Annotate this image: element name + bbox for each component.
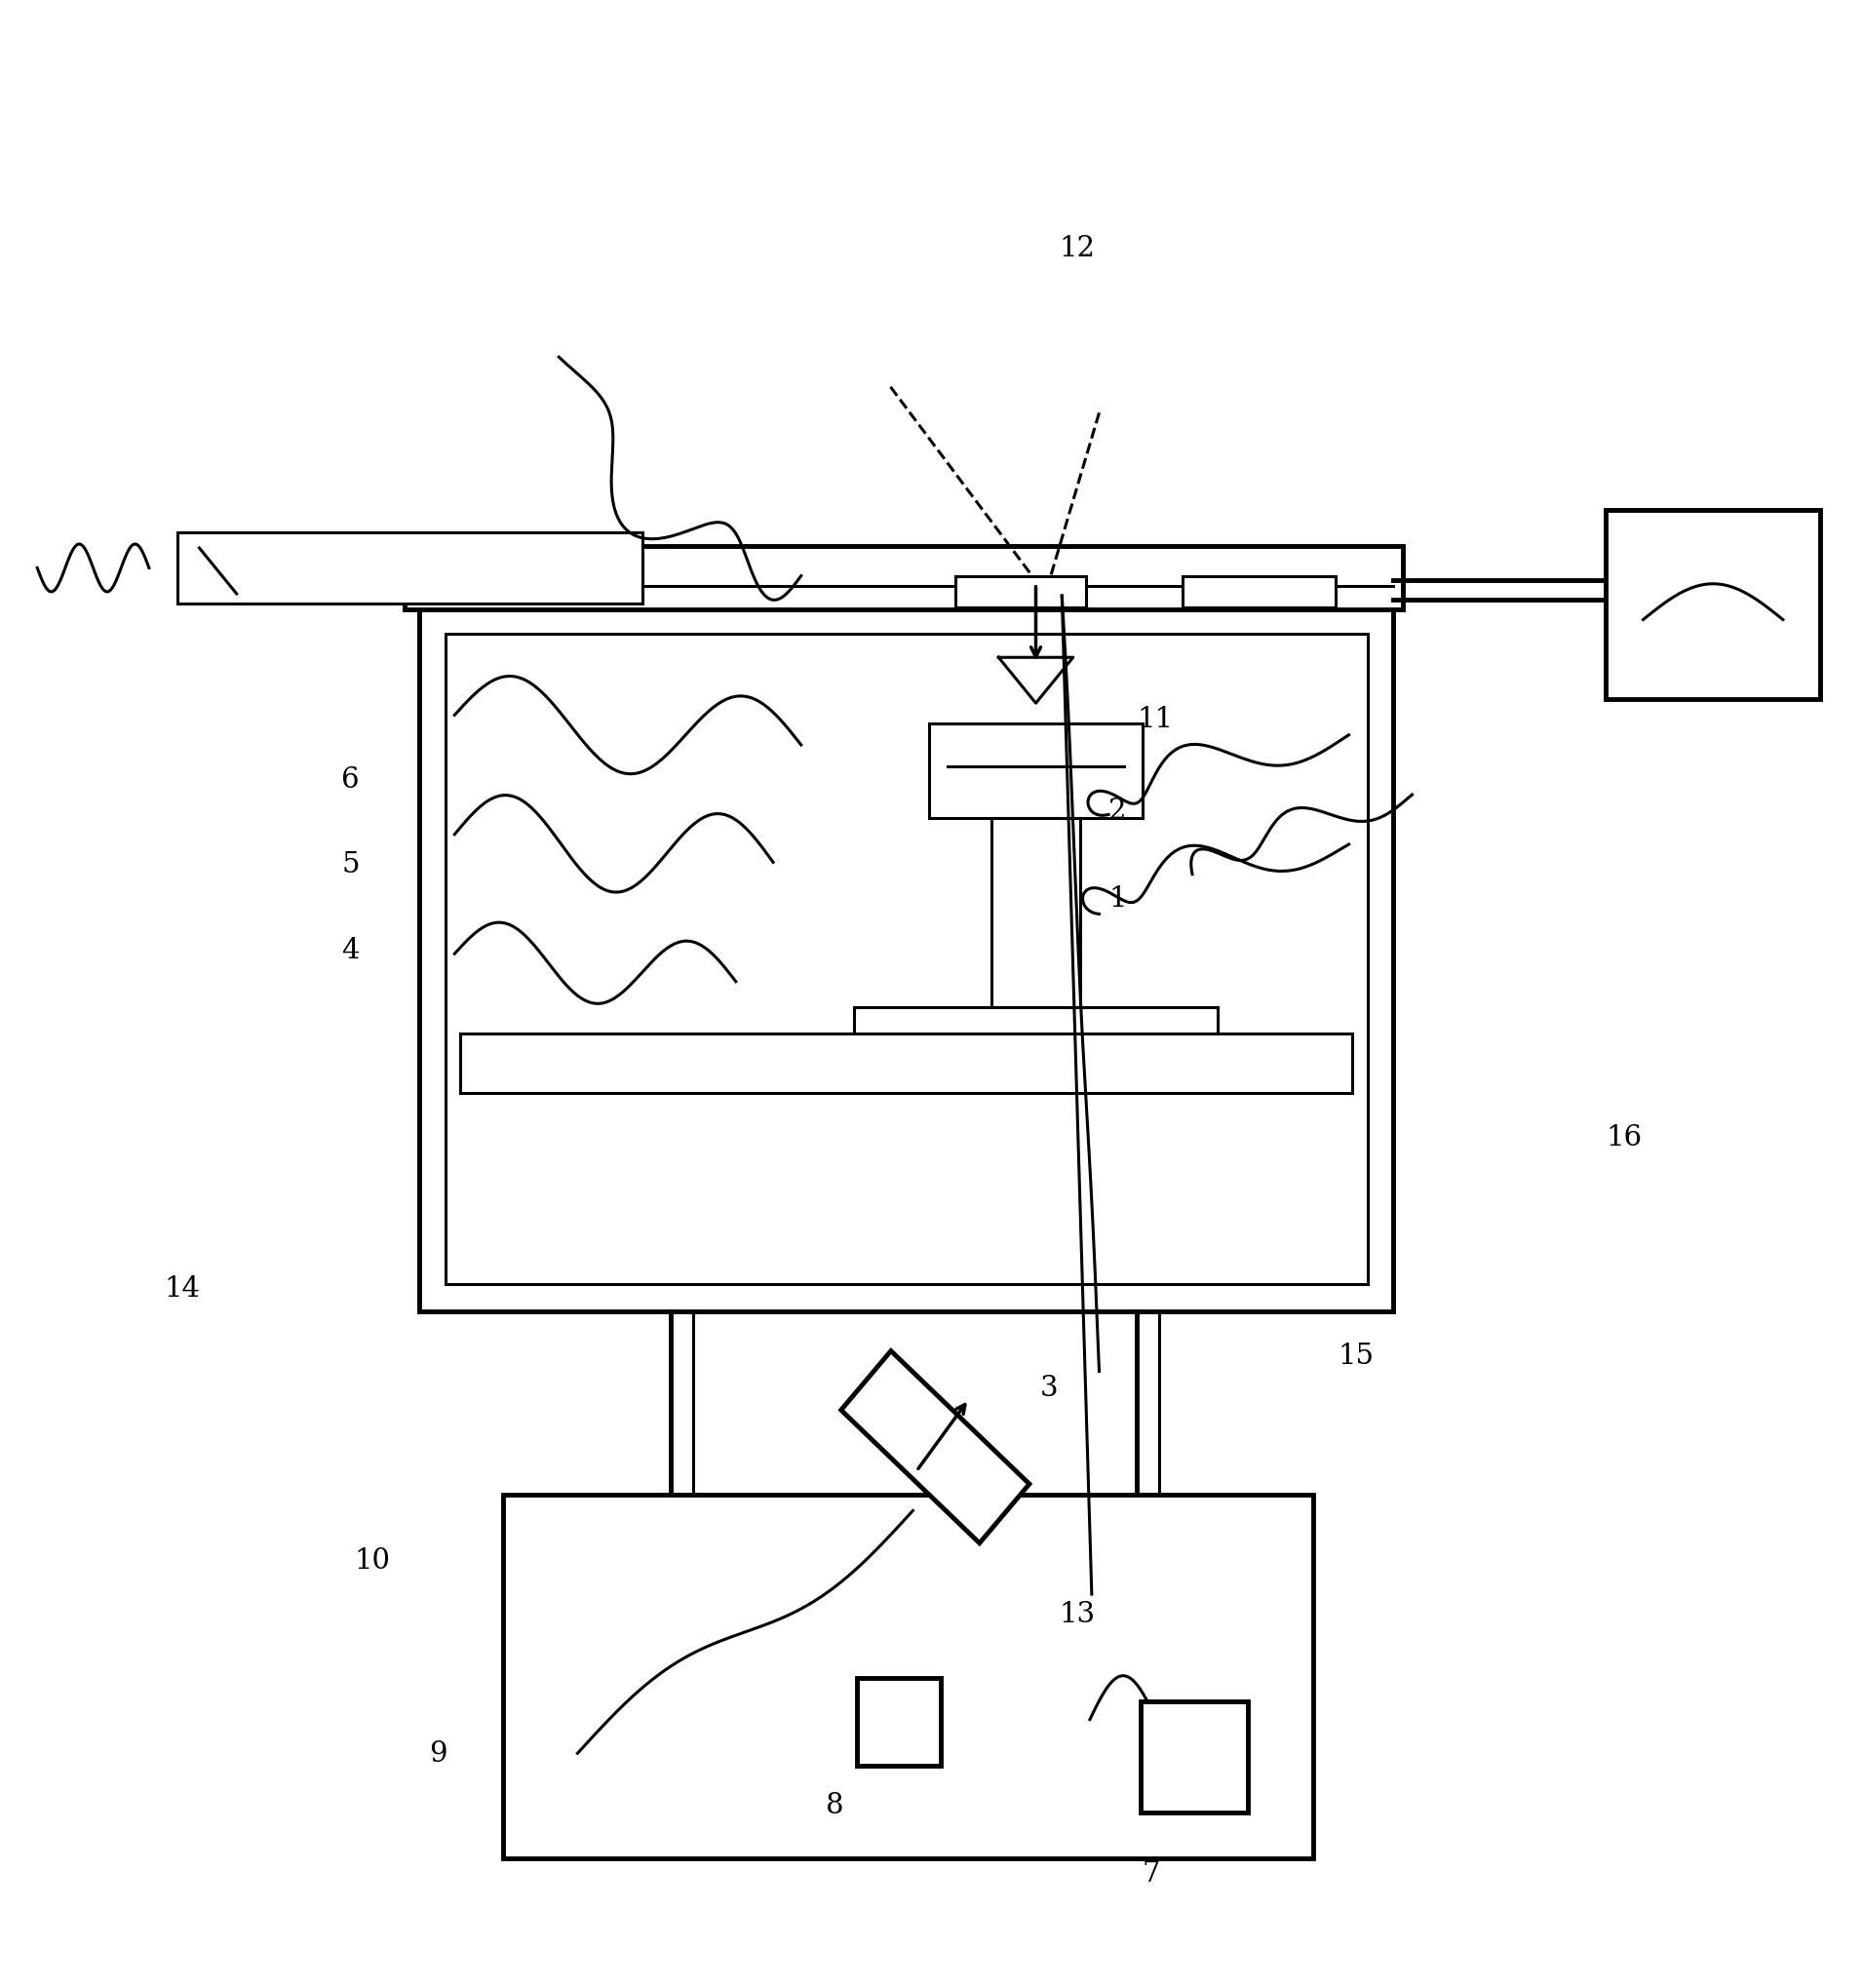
Text: 10: 10 [354,1547,391,1574]
Text: 4: 4 [341,936,360,964]
Bar [460,1034,1353,1093]
Text: 15: 15 [1338,1342,1375,1370]
Text: 11: 11 [1136,706,1174,734]
Bar [991,819,1081,1008]
Bar [1140,1702,1248,1813]
Bar [503,1495,1313,1859]
Text: 6: 6 [341,765,360,793]
Text: 2: 2 [1108,797,1127,825]
Bar [1183,577,1336,608]
Bar [857,1678,941,1765]
Text: 8: 8 [825,1791,844,1819]
Bar [853,1008,1218,1064]
Text: 1: 1 [1108,885,1127,912]
Text: 16: 16 [1606,1123,1643,1151]
Bar [177,533,643,604]
Bar [956,577,1086,608]
Text: 13: 13 [1058,1600,1095,1628]
Text: 5: 5 [341,851,360,879]
Bar [404,547,1403,610]
Bar [840,1352,1030,1543]
Bar [445,634,1367,1284]
Text: 9: 9 [428,1740,447,1767]
Text: 12: 12 [1058,235,1095,262]
Bar [419,606,1394,1312]
Text: 7: 7 [1142,1859,1161,1887]
Bar [1606,511,1820,700]
Bar [930,724,1144,819]
Text: 3: 3 [1040,1374,1058,1402]
Text: 14: 14 [164,1274,201,1302]
